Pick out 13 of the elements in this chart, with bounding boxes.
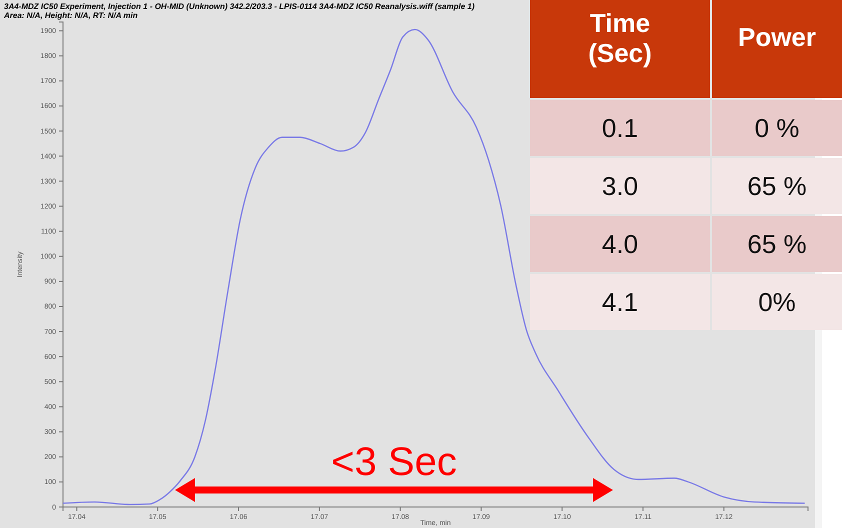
chart-title: 3A4-MDZ IC50 Experiment, Injection 1 - OH-MID (Unknown) 342.2/203.3 - LPIS-0114 3A4-MDZ IC50 Reanalysis.wiff (sample 1): [4, 2, 475, 11]
category-label: Time (Sec): [588, 8, 652, 68]
text: 4.0: [602, 229, 638, 259]
category-label: Power: [738, 22, 816, 52]
text: 65 %: [747, 229, 807, 259]
text: 0.1: [602, 113, 638, 143]
chart-subtitle: Area: N/A, Height: N/A, RT: N/A min: [3, 11, 138, 20]
text: 4.1: [602, 287, 638, 317]
text: 65 %: [747, 171, 807, 201]
text: 0 %: [754, 113, 800, 143]
text: 0%: [758, 287, 796, 317]
annotation: <3 Sec: [331, 440, 457, 484]
text: 3.0: [602, 171, 638, 201]
